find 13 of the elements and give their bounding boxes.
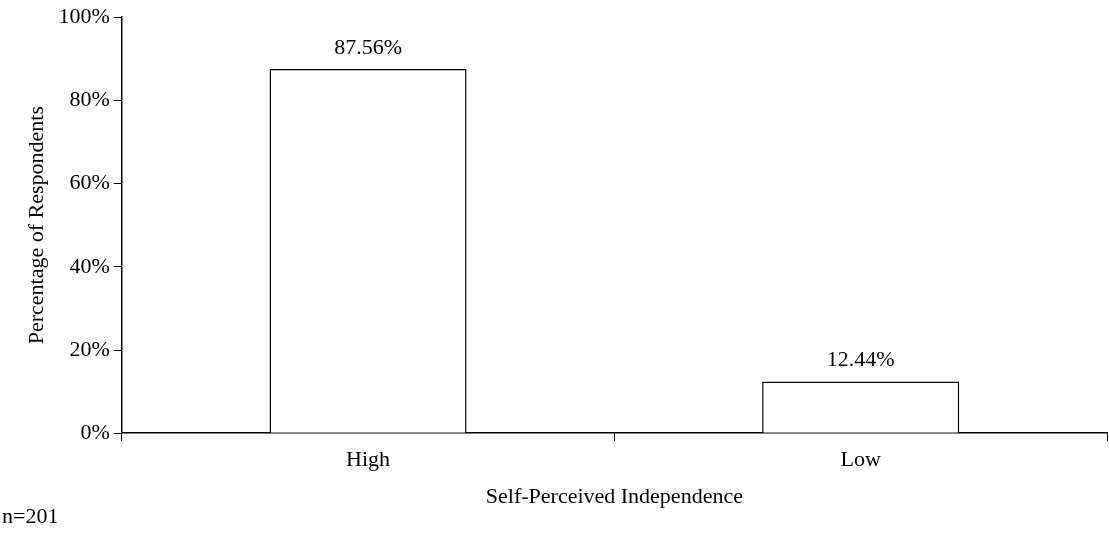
- y-tick-label: 80%: [69, 86, 110, 112]
- x-axis-title: Self-Perceived Independence: [485, 482, 743, 508]
- text: n=201: [2, 502, 59, 528]
- y-tick-label: 40%: [69, 252, 110, 278]
- data-label: 87.56%: [334, 33, 402, 59]
- y-tick-label: 100%: [58, 2, 110, 28]
- x-tick-label: High: [346, 446, 391, 472]
- y-tick-label: 0%: [80, 418, 110, 444]
- x-tick-label: Low: [840, 446, 881, 472]
- y-tick-label: 60%: [69, 169, 110, 195]
- data-label: 12.44%: [826, 346, 895, 372]
- y-tick-label: 20%: [69, 335, 110, 361]
- y-axis-title: Percentage of Respondents: [22, 106, 48, 345]
